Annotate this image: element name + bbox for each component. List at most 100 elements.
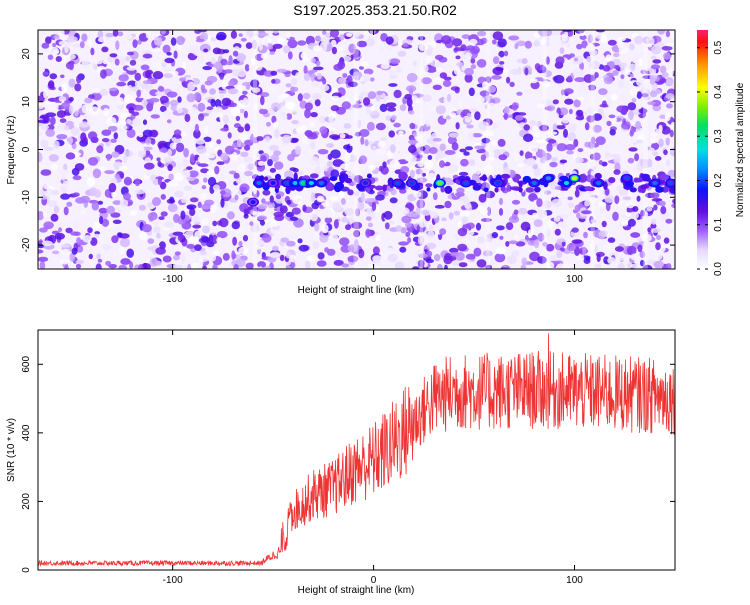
heatmap-noise-cell <box>318 115 327 124</box>
heatmap-noise-cell <box>509 81 515 87</box>
heatmap-noise-cell <box>124 33 132 40</box>
heatmap-signal-cell <box>594 172 602 180</box>
heatmap-noise-cell <box>285 83 292 88</box>
heatmap-noise-cell <box>196 54 204 64</box>
heatmap-noise-cell <box>642 79 650 84</box>
heatmap-noise-cell <box>245 262 255 269</box>
heatmap-noise-cell <box>391 115 397 121</box>
heatmap-noise-cell <box>153 226 161 234</box>
heatmap-noise-cell <box>179 77 187 82</box>
heatmap-noise-cell <box>210 57 216 65</box>
heatmap-noise-cell <box>605 152 610 158</box>
heatmap-noise-cell <box>250 223 260 233</box>
heatmap-noise-cell <box>308 156 320 166</box>
heatmap-noise-cell <box>581 222 592 229</box>
heatmap-noise-cell <box>332 234 339 244</box>
heatmap-noise-cell <box>211 234 218 244</box>
heatmap-noise-cell <box>485 110 491 115</box>
heatmap-noise-cell <box>169 196 175 204</box>
heatmap-noise-cell <box>620 91 626 101</box>
heatmap-noise-cell <box>162 44 171 54</box>
heatmap-noise-cell <box>49 73 58 80</box>
heatmap-noise-cell <box>231 189 242 198</box>
heatmap-noise-cell <box>274 128 280 139</box>
heatmap-noise-cell <box>614 195 620 204</box>
heatmap-noise-cell <box>67 36 78 43</box>
heatmap-noise-cell <box>408 31 416 37</box>
heatmap-noise-cell <box>561 37 569 42</box>
heatmap-noise-cell <box>363 97 371 106</box>
heatmap-signal-cell <box>275 173 281 181</box>
heatmap-signal-cell <box>329 176 338 182</box>
heatmap-noise-cell <box>545 45 556 55</box>
heatmap-noise-cell <box>190 153 195 163</box>
heatmap-noise-cell <box>60 74 65 79</box>
heatmap-noise-cell <box>287 39 298 49</box>
heatmap-noise-cell <box>128 107 135 114</box>
heatmap-noise-cell <box>460 111 466 118</box>
heatmap-noise-cell <box>409 169 415 179</box>
heatmap-signal-cell <box>473 182 479 190</box>
heatmap-noise-cell <box>476 59 487 68</box>
heatmap-noise-cell <box>602 243 614 254</box>
heatmap-noise-cell <box>142 129 154 138</box>
heatmap-noise-cell <box>101 129 112 136</box>
heatmap-noise-cell <box>455 122 460 130</box>
heatmap-noise-cell <box>102 59 108 65</box>
heatmap-noise-cell <box>608 114 616 119</box>
heatmap-noise-cell <box>618 201 623 207</box>
heatmap-noise-cell <box>446 106 456 112</box>
heatmap-noise-cell <box>291 86 299 92</box>
heatmap-noise-cell <box>647 101 656 105</box>
heatmap-noise-cell <box>84 97 93 104</box>
heatmap-noise-cell <box>304 130 313 137</box>
heatmap-noise-cell <box>216 231 228 239</box>
heatmap-noise-cell <box>595 187 600 197</box>
heatmap-noise-cell <box>258 108 268 115</box>
heatmap-noise-cell <box>408 145 417 154</box>
heatmap-noise-cell <box>516 40 526 47</box>
heatmap-noise-cell <box>460 158 469 167</box>
heatmap-noise-cell <box>605 54 612 62</box>
heatmap-noise-cell <box>310 192 316 202</box>
heatmap-noise-cell <box>479 90 490 97</box>
heatmap-noise-cell <box>461 34 471 39</box>
heatmap-noise-cell <box>210 99 216 107</box>
heatmap-noise-cell <box>264 136 271 143</box>
heatmap-noise-cell <box>317 149 329 155</box>
heatmap-noise-cell <box>387 253 398 263</box>
heatmap-noise-cell <box>201 236 211 243</box>
heatmap-noise-cell <box>228 170 237 175</box>
heatmap-noise-cell <box>567 123 578 132</box>
heatmap-noise-cell <box>649 147 655 152</box>
heatmap-noise-cell <box>641 85 647 93</box>
heatmap-noise-cell <box>342 73 348 78</box>
heatmap-noise-cell <box>125 56 131 62</box>
heatmap-noise-cell <box>282 113 288 121</box>
heatmap-peak <box>668 181 674 185</box>
heatmap-noise-cell <box>533 40 541 47</box>
heatmap-noise-cell <box>227 211 235 220</box>
heatmap-noise-cell <box>463 151 470 156</box>
snr-y-tick-label: 600 <box>21 356 32 373</box>
heatmap-noise-cell <box>551 198 563 208</box>
heatmap-noise-cell <box>169 142 177 150</box>
heatmap-noise-cell <box>488 151 495 157</box>
heatmap-noise-cell <box>671 84 675 89</box>
heatmap-noise-cell <box>518 207 528 215</box>
heatmap-noise-cell <box>610 93 618 101</box>
heatmap-peak <box>308 181 314 185</box>
heatmap-noise-cell <box>348 43 357 53</box>
heatmap-noise-cell <box>146 169 151 177</box>
heatmap-noise-cell <box>281 134 292 144</box>
heatmap-noise-cell <box>203 177 208 183</box>
heatmap-noise-cell <box>664 111 671 122</box>
heatmap-noise-cell <box>267 159 273 167</box>
heatmap-noise-cell <box>199 251 207 256</box>
heatmap-noise-cell <box>491 232 499 239</box>
heatmap-noise-cell <box>404 93 413 100</box>
heatmap-noise-cell <box>659 65 667 74</box>
heatmap-noise-cell <box>598 160 603 165</box>
heatmap-noise-cell <box>358 94 364 100</box>
heatmap-noise-cell <box>523 133 534 142</box>
